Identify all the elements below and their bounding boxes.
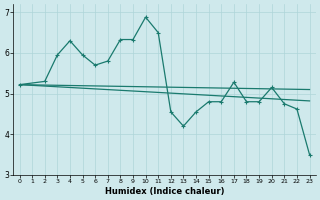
X-axis label: Humidex (Indice chaleur): Humidex (Indice chaleur) (105, 187, 224, 196)
